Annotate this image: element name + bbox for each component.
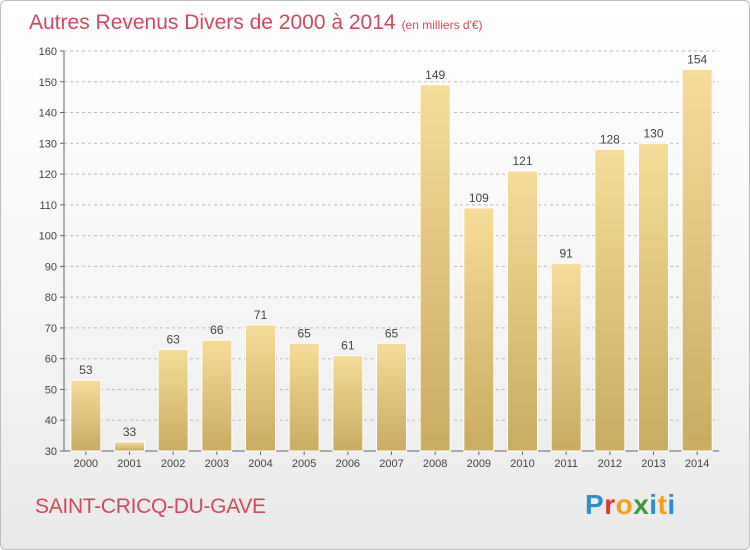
x-tick-label: 2002 [161, 458, 185, 470]
y-tick-label: 110 [39, 200, 57, 212]
bar-2001 [114, 441, 145, 452]
bar-2008 [419, 84, 451, 452]
data-label: 61 [341, 339, 355, 353]
data-label: 63 [166, 332, 180, 346]
x-tick-label: 2013 [641, 458, 665, 470]
bar-2012 [594, 148, 626, 452]
data-label: 121 [512, 154, 532, 168]
y-tick-label: 60 [45, 354, 57, 366]
bar-2006 [332, 355, 364, 452]
x-tick-label: 2010 [510, 458, 534, 470]
bar-2011 [550, 262, 582, 452]
bars [70, 68, 713, 452]
x-tick-label: 2008 [423, 458, 447, 470]
x-tick-label: 2007 [379, 458, 403, 470]
data-label: 33 [123, 425, 137, 439]
data-label: 65 [297, 326, 311, 340]
x-tick-label: 2014 [685, 458, 709, 470]
logo-letter: i [649, 489, 658, 520]
x-tick-label: 2005 [292, 458, 316, 470]
y-tick-label: 160 [39, 46, 57, 58]
data-label: 149 [425, 68, 445, 82]
data-label: 109 [469, 191, 489, 205]
data-label: 53 [79, 363, 93, 377]
labels: 30 40 50 60 70 80 90 100 110 120 130 140 150 160 53 200… [39, 46, 710, 470]
chart-title: Autres Revenus Divers de 2000 à 2014 (en … [29, 11, 483, 35]
y-tick-label: 90 [45, 261, 57, 273]
y-tick-label: 50 [45, 384, 57, 396]
bar-2004 [245, 324, 276, 452]
data-label: 130 [643, 126, 663, 140]
y-tick-label: 80 [45, 292, 57, 304]
bar-2009 [463, 207, 495, 452]
bar-2010 [507, 170, 538, 452]
data-label: 128 [600, 132, 620, 146]
logo-letter: o [615, 489, 634, 520]
x-tick-label: 2003 [205, 458, 229, 470]
x-tick-label: 2012 [598, 458, 622, 470]
bar-2014 [681, 68, 713, 452]
y-tick-label: 40 [45, 415, 57, 427]
data-label: 66 [210, 323, 224, 337]
logo-letter: P [585, 489, 605, 520]
x-tick-label: 2001 [117, 458, 141, 470]
chart-unit: (en milliers d'€) [401, 18, 483, 32]
bar-2013 [638, 142, 669, 452]
y-tick-label: 100 [39, 231, 57, 243]
logo-letter: x [633, 489, 650, 520]
x-tick-label: 2004 [248, 458, 272, 470]
bar-2003 [201, 339, 233, 452]
x-tick-label: 2009 [467, 458, 491, 470]
bar-2002 [157, 348, 189, 452]
y-tick-label: 30 [45, 446, 57, 458]
bar-2000 [70, 379, 102, 452]
data-label: 91 [559, 246, 573, 260]
place-name: SAINT-CRICQ-DU-GAVE [35, 495, 266, 518]
y-tick-label: 130 [39, 138, 57, 150]
logo-letter: r [604, 489, 616, 520]
y-tick-label: 140 [39, 108, 57, 120]
y-tick-label: 70 [45, 323, 57, 335]
logo-letter: i [667, 489, 676, 520]
data-label: 71 [254, 308, 268, 322]
x-tick-label: 2000 [74, 458, 98, 470]
x-tick-label: 2011 [554, 458, 578, 470]
chart-title-text: Autres Revenus Divers de 2000 à 2014 [29, 11, 396, 34]
data-label: 65 [385, 326, 399, 340]
logo-letter: t [657, 489, 668, 520]
proxiti-logo: Proxiti [585, 489, 676, 521]
y-tick-label: 150 [39, 77, 57, 89]
x-tick-label: 2006 [336, 458, 360, 470]
data-label: 154 [687, 52, 707, 66]
bar-2005 [288, 342, 320, 452]
bar-2007 [376, 342, 407, 452]
y-tick-label: 120 [39, 169, 57, 181]
